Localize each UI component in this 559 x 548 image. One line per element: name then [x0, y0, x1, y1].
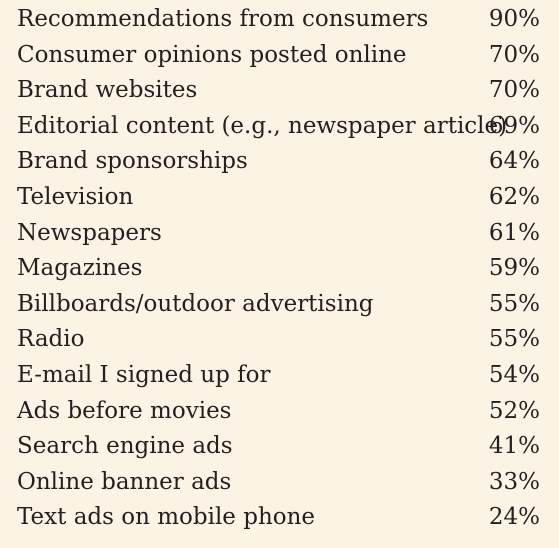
- row-value: 24%: [488, 504, 540, 531]
- row-value: 41%: [488, 433, 540, 460]
- table-row: Brand sponsorships 64%: [0, 144, 559, 180]
- table-row: Brand websites 70%: [0, 73, 559, 109]
- row-value: 70%: [488, 41, 540, 68]
- table-row: Recommendations from consumers 90%: [0, 2, 559, 38]
- row-label: Newspapers: [17, 219, 162, 246]
- row-label: Radio: [17, 326, 85, 353]
- row-value: 90%: [488, 6, 540, 32]
- row-value: 62%: [488, 183, 540, 210]
- row-label: Television: [17, 183, 134, 210]
- row-label: Billboards/outdoor advertising: [17, 290, 374, 317]
- row-label: Text ads on mobile phone: [17, 504, 316, 531]
- row-value: 55%: [488, 326, 540, 353]
- row-label: Search engine ads: [17, 433, 233, 460]
- row-value: 69%: [488, 112, 540, 139]
- row-value: 54%: [488, 361, 540, 388]
- table-row: Television 62%: [0, 180, 559, 216]
- row-label: Brand sponsorships: [17, 148, 248, 175]
- trust-table: Recommendations from consumers 90% Consu…: [0, 2, 559, 536]
- table-row: Consumer opinions posted online 70%: [0, 38, 559, 74]
- table-row: E-mail I signed up for 54%: [0, 358, 559, 394]
- table-row: Search engine ads 41%: [0, 429, 559, 465]
- row-value: 64%: [488, 148, 540, 175]
- row-label: Consumer opinions posted online: [17, 41, 407, 68]
- row-label: Online banner ads: [17, 468, 232, 495]
- row-label: Editorial content (e.g., newspaper artic…: [17, 112, 508, 139]
- row-value: 61%: [488, 219, 540, 246]
- table-row: Magazines 59%: [0, 251, 559, 287]
- row-label: E-mail I signed up for: [17, 361, 271, 388]
- row-value: 59%: [488, 255, 540, 282]
- row-value: 55%: [488, 290, 540, 317]
- table-row: Ads before movies 52%: [0, 394, 559, 430]
- table-row: Online banner ads 33%: [0, 465, 559, 501]
- row-value: 33%: [488, 468, 540, 495]
- table-row: Editorial content (e.g., newspaper artic…: [0, 109, 559, 145]
- table-row: Radio 55%: [0, 322, 559, 358]
- row-value: 52%: [488, 397, 540, 424]
- table-row: Text ads on mobile phone 24%: [0, 500, 559, 536]
- table-row: Billboards/outdoor advertising 55%: [0, 287, 559, 323]
- row-label: Brand websites: [17, 77, 198, 104]
- row-label: Magazines: [17, 255, 143, 282]
- row-label: Recommendations from consumers: [17, 6, 429, 32]
- row-value: 70%: [488, 77, 540, 104]
- row-label: Ads before movies: [17, 397, 232, 424]
- table-row: Newspapers 61%: [0, 216, 559, 252]
